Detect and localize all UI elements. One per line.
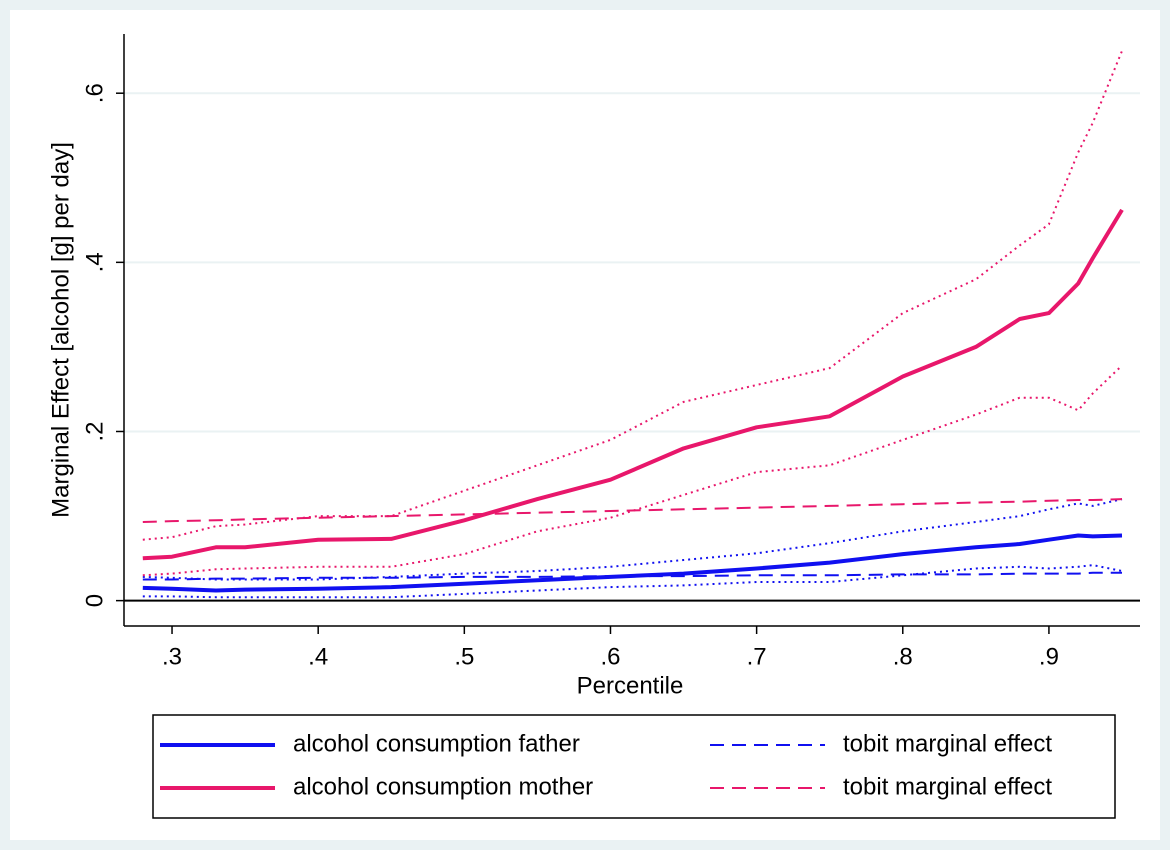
y-tick-label: 0 bbox=[81, 594, 108, 607]
ci-line bbox=[142, 564, 1123, 599]
x-tick-label: .4 bbox=[308, 643, 328, 670]
legend-box bbox=[152, 714, 1116, 819]
y-tick-label: .4 bbox=[81, 252, 108, 272]
line bbox=[142, 571, 1122, 581]
line bbox=[142, 498, 1123, 523]
line bbox=[142, 208, 1124, 561]
ci-line bbox=[142, 364, 1123, 577]
graph-region bbox=[10, 10, 1160, 840]
legend-label: alcohol consumption father bbox=[293, 730, 580, 757]
ci-line bbox=[142, 498, 1123, 581]
x-tick-label: .8 bbox=[893, 643, 913, 670]
x-tick-label: .3 bbox=[162, 643, 182, 670]
x-tick-label: .6 bbox=[600, 643, 620, 670]
x-axis-title: Percentile bbox=[577, 672, 684, 699]
ci-line bbox=[142, 50, 1123, 541]
y-axis-title: Marginal Effect [alcohol [g] per day] bbox=[47, 142, 74, 518]
x-tick-label: .5 bbox=[454, 643, 474, 670]
y-tick-label: .2 bbox=[81, 421, 108, 441]
legend-label: tobit marginal effect bbox=[843, 730, 1052, 757]
x-tick-label: .9 bbox=[1039, 643, 1059, 670]
y-tick-label: .6 bbox=[81, 83, 108, 103]
legend-label: tobit marginal effect bbox=[843, 773, 1052, 800]
line bbox=[142, 533, 1123, 593]
legend-label: alcohol consumption mother bbox=[293, 773, 593, 800]
x-tick-label: .7 bbox=[747, 643, 767, 670]
